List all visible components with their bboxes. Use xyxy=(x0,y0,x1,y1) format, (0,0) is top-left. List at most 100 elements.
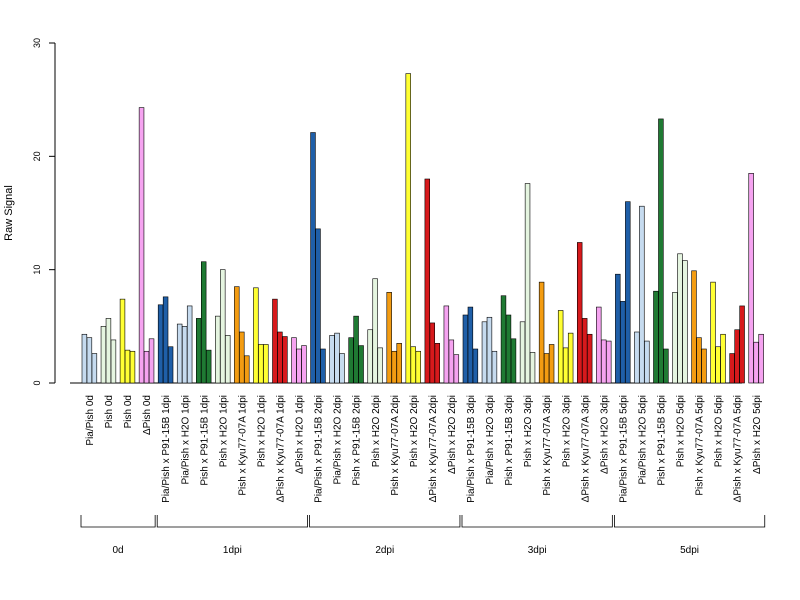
bar xyxy=(524,183,531,384)
bar xyxy=(181,326,188,384)
category-11 xyxy=(291,337,307,384)
x-tick-label: Pish x P91-15B 3dpi xyxy=(504,395,515,486)
category-33 xyxy=(710,281,726,384)
x-tick-label: Pia/Pish x P91-15B 2dpi xyxy=(314,395,325,503)
category-27 xyxy=(596,306,612,384)
bar xyxy=(253,287,259,384)
category-17 xyxy=(405,73,421,384)
bar xyxy=(263,344,269,384)
bar xyxy=(91,353,98,384)
bar xyxy=(443,305,450,384)
bar xyxy=(548,344,555,384)
bar xyxy=(653,290,659,384)
bar xyxy=(124,349,131,384)
x-tick-label: Pish x Kyu77-07A 5dpi xyxy=(695,395,706,496)
bracket-line xyxy=(156,515,308,528)
category-19 xyxy=(443,305,460,384)
x-tick-label: Pish x Kyu77-07A 2dpi xyxy=(390,395,401,496)
bar xyxy=(586,333,593,384)
x-tick-label: Pish x H2O 3dpi xyxy=(523,395,534,467)
bar xyxy=(291,337,297,384)
bar xyxy=(396,343,402,384)
bar xyxy=(339,353,345,384)
bar xyxy=(358,345,364,384)
bar xyxy=(734,329,740,384)
bar xyxy=(696,337,702,384)
bar xyxy=(429,322,435,384)
bar xyxy=(682,260,688,384)
bar xyxy=(701,348,707,384)
x-tick-label: Pish x H2O 2dpi xyxy=(409,395,420,467)
y-axis-label: Raw Signal xyxy=(3,185,15,241)
x-tick-label: ΔPish x H2O 3dpi xyxy=(599,395,610,474)
bar xyxy=(148,338,155,384)
category-29 xyxy=(634,205,650,384)
bar xyxy=(386,292,392,384)
x-tick-label: Pish x P91-15B 5dpi xyxy=(657,395,668,486)
x-tick-label: Pia/Pish x H2O 1dpi xyxy=(180,395,191,485)
bar xyxy=(715,346,721,384)
bars xyxy=(81,73,764,384)
bar xyxy=(453,354,460,384)
bar xyxy=(467,306,474,384)
bar xyxy=(663,348,669,384)
bar xyxy=(405,73,411,384)
bar xyxy=(239,331,245,384)
category-20 xyxy=(462,306,479,384)
group-label: 5dpi xyxy=(680,545,699,556)
bar xyxy=(119,298,126,384)
category-34 xyxy=(729,305,745,384)
bar xyxy=(748,173,754,384)
bar xyxy=(258,344,264,384)
bar xyxy=(315,228,321,384)
group-label: 3dpi xyxy=(528,545,547,556)
bar xyxy=(86,337,93,384)
category-32 xyxy=(691,270,707,384)
category-2 xyxy=(119,298,136,384)
bar xyxy=(481,321,488,384)
x-tick-label: ΔPish x H2O 2dpi xyxy=(447,395,458,474)
category-22 xyxy=(500,295,517,384)
category-31 xyxy=(672,253,688,384)
x-tick-label: Pia/Pish x H2O 2dpi xyxy=(333,395,344,485)
bar xyxy=(272,298,278,384)
bar xyxy=(277,331,283,384)
category-9 xyxy=(253,287,269,384)
bar xyxy=(410,346,416,384)
bar xyxy=(519,321,526,384)
bar xyxy=(234,286,240,384)
bar xyxy=(334,332,340,384)
bar xyxy=(625,201,631,384)
bar xyxy=(434,343,440,384)
bar xyxy=(606,340,612,384)
category-25 xyxy=(557,310,574,384)
category-4 xyxy=(157,296,174,384)
bar xyxy=(620,301,626,384)
category-0 xyxy=(81,333,98,384)
bar xyxy=(758,333,764,384)
bar xyxy=(353,315,359,384)
bar xyxy=(644,340,650,384)
bar xyxy=(581,318,588,384)
bar xyxy=(672,292,678,384)
bar xyxy=(710,281,716,384)
bar xyxy=(143,350,150,384)
bar xyxy=(658,118,664,384)
group-bracket-2: 2dpi xyxy=(309,515,461,556)
group-bracket-0: 0d xyxy=(80,515,156,556)
bar xyxy=(538,281,545,384)
group-label: 2dpi xyxy=(375,545,394,556)
bar xyxy=(491,350,498,384)
bar xyxy=(677,253,683,384)
bar xyxy=(196,318,202,384)
bar xyxy=(576,242,583,384)
bracket-line xyxy=(80,515,156,528)
bar xyxy=(486,316,493,384)
bar xyxy=(367,329,373,384)
x-tick-label: ΔPish x Kyu77-07A 2dpi xyxy=(428,395,439,502)
x-tick-label: Pia/Pish x P91-15B 1dpi xyxy=(161,395,172,503)
bar xyxy=(310,132,316,384)
bar xyxy=(729,353,735,384)
bar xyxy=(301,345,307,384)
category-21 xyxy=(481,316,498,384)
